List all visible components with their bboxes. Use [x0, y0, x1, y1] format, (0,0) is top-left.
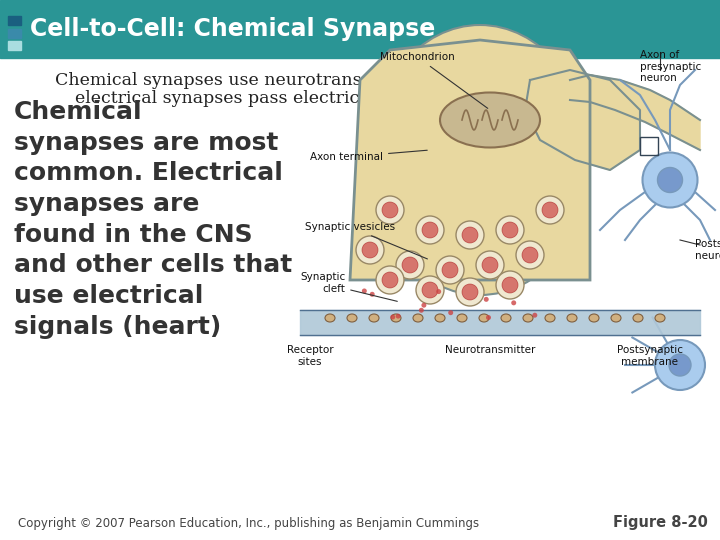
Ellipse shape: [633, 314, 643, 322]
Text: Synaptic vesicles: Synaptic vesicles: [305, 222, 428, 259]
Text: Chemical
synapses are most
common. Electrical
synapses are
found in the CNS
and : Chemical synapses are most common. Elect…: [14, 100, 292, 339]
Ellipse shape: [422, 282, 438, 298]
Ellipse shape: [402, 257, 418, 273]
Ellipse shape: [449, 310, 453, 315]
Ellipse shape: [511, 300, 516, 305]
Text: Postsynaptic
neuron: Postsynaptic neuron: [695, 239, 720, 261]
Ellipse shape: [456, 278, 484, 306]
Ellipse shape: [502, 222, 518, 238]
Ellipse shape: [522, 247, 538, 263]
Ellipse shape: [486, 315, 491, 320]
Ellipse shape: [545, 314, 555, 322]
Ellipse shape: [611, 314, 621, 322]
Ellipse shape: [416, 216, 444, 244]
Text: electrical synapses pass electrical signals.: electrical synapses pass electrical sign…: [75, 90, 448, 107]
Text: Axon of
presynaptic
neuron: Axon of presynaptic neuron: [640, 50, 701, 83]
Ellipse shape: [369, 314, 379, 322]
Ellipse shape: [396, 314, 401, 319]
PathPatch shape: [350, 40, 590, 280]
Bar: [640, 137, 658, 155]
Ellipse shape: [456, 221, 484, 249]
Ellipse shape: [396, 251, 424, 279]
Ellipse shape: [369, 292, 374, 297]
Ellipse shape: [457, 314, 467, 322]
Ellipse shape: [516, 241, 544, 269]
Ellipse shape: [642, 152, 698, 207]
Ellipse shape: [502, 277, 518, 293]
Ellipse shape: [655, 340, 705, 390]
Ellipse shape: [370, 25, 590, 295]
Text: Synaptic
cleft: Synaptic cleft: [300, 272, 397, 301]
Ellipse shape: [382, 272, 398, 288]
Ellipse shape: [421, 303, 426, 308]
Ellipse shape: [419, 308, 424, 313]
Ellipse shape: [501, 314, 511, 322]
Text: Figure 8-20: Figure 8-20: [613, 515, 708, 530]
Text: Neurotransmitter: Neurotransmitter: [445, 345, 535, 355]
Text: Axon terminal: Axon terminal: [310, 150, 427, 162]
Ellipse shape: [362, 242, 378, 258]
Ellipse shape: [440, 92, 540, 147]
Ellipse shape: [482, 257, 498, 273]
Ellipse shape: [567, 314, 577, 322]
Ellipse shape: [362, 288, 366, 293]
Ellipse shape: [462, 227, 478, 243]
Text: Copyright © 2007 Pearson Education, Inc., publishing as Benjamin Cummings: Copyright © 2007 Pearson Education, Inc.…: [18, 517, 479, 530]
Ellipse shape: [536, 196, 564, 224]
Ellipse shape: [484, 297, 489, 302]
Ellipse shape: [655, 314, 665, 322]
Ellipse shape: [422, 222, 438, 238]
Ellipse shape: [479, 314, 489, 322]
Text: Chemical synapses use neurotransmitters;: Chemical synapses use neurotransmitters;: [55, 72, 431, 89]
Ellipse shape: [325, 314, 335, 322]
Ellipse shape: [416, 276, 444, 304]
Ellipse shape: [413, 314, 423, 322]
Text: Receptor
sites: Receptor sites: [287, 345, 333, 367]
Text: Cell-to-Cell: Chemical Synapse: Cell-to-Cell: Chemical Synapse: [30, 17, 436, 41]
Ellipse shape: [523, 314, 533, 322]
Ellipse shape: [669, 354, 691, 376]
Ellipse shape: [542, 202, 558, 218]
Ellipse shape: [347, 314, 357, 322]
Ellipse shape: [496, 216, 524, 244]
Ellipse shape: [462, 284, 478, 300]
Polygon shape: [525, 70, 640, 170]
Ellipse shape: [376, 266, 404, 294]
Bar: [8, 16, 21, 25]
Ellipse shape: [382, 202, 398, 218]
Text: Mitochondrion: Mitochondrion: [380, 52, 487, 109]
Ellipse shape: [376, 196, 404, 224]
Ellipse shape: [436, 256, 464, 284]
Bar: [8, 29, 21, 38]
Ellipse shape: [391, 314, 401, 322]
Ellipse shape: [390, 314, 395, 320]
Polygon shape: [300, 310, 700, 335]
Text: Postsynaptic
membrane: Postsynaptic membrane: [617, 345, 683, 367]
Bar: [0, 0, 720, 58]
Ellipse shape: [442, 262, 458, 278]
Bar: [8, 41, 21, 50]
Ellipse shape: [496, 271, 524, 299]
Ellipse shape: [356, 236, 384, 264]
Polygon shape: [570, 75, 700, 150]
Ellipse shape: [476, 251, 504, 279]
Ellipse shape: [589, 314, 599, 322]
Ellipse shape: [436, 289, 441, 294]
Ellipse shape: [657, 167, 683, 192]
Ellipse shape: [532, 313, 537, 318]
Ellipse shape: [435, 314, 445, 322]
